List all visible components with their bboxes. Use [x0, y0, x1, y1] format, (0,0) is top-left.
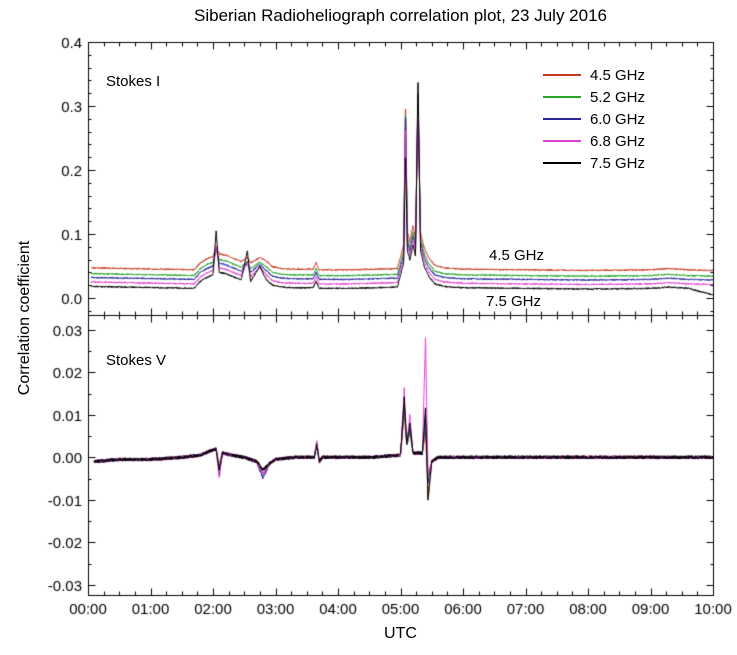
- legend-label: 5.2 GHz: [590, 88, 646, 106]
- legend-line-swatch: [543, 162, 581, 164]
- legend-item-6-8: 6.8 GHz: [543, 130, 645, 152]
- page-title: Siberian Radioheliograph correlation plo…: [194, 6, 607, 25]
- legend-label: 6.0 GHz: [590, 110, 646, 128]
- stokes-i-label: Stokes I: [106, 73, 161, 90]
- legend-item-6-0: 6.0 GHz: [543, 108, 645, 130]
- y-axis-label: Correlation coefficient: [16, 240, 33, 396]
- legend-item-7-5: 7.5 GHz: [543, 152, 645, 174]
- legend-label: 7.5 GHz: [590, 154, 646, 172]
- legend-item-5-2: 5.2 GHz: [543, 86, 645, 108]
- legend-line-swatch: [543, 140, 581, 142]
- legend-line-swatch: [543, 118, 581, 120]
- stokes-v-label: Stokes V: [106, 352, 167, 369]
- legend-item-4-5: 4.5 GHz: [543, 64, 645, 86]
- legend-label: 4.5 GHz: [590, 66, 646, 84]
- legend-line-swatch: [543, 96, 581, 98]
- legend-label: 6.8 GHz: [590, 132, 646, 150]
- legend: 4.5 GHz 5.2 GHz 6.0 GHz 6.8 GHz 7.5 GHz: [543, 64, 645, 174]
- legend-line-swatch: [543, 74, 581, 76]
- x-axis-label: UTC: [384, 625, 417, 642]
- annotation-7-5-ghz: 7.5 GHz: [486, 293, 542, 310]
- annotation-4-5-ghz: 4.5 GHz: [489, 247, 545, 264]
